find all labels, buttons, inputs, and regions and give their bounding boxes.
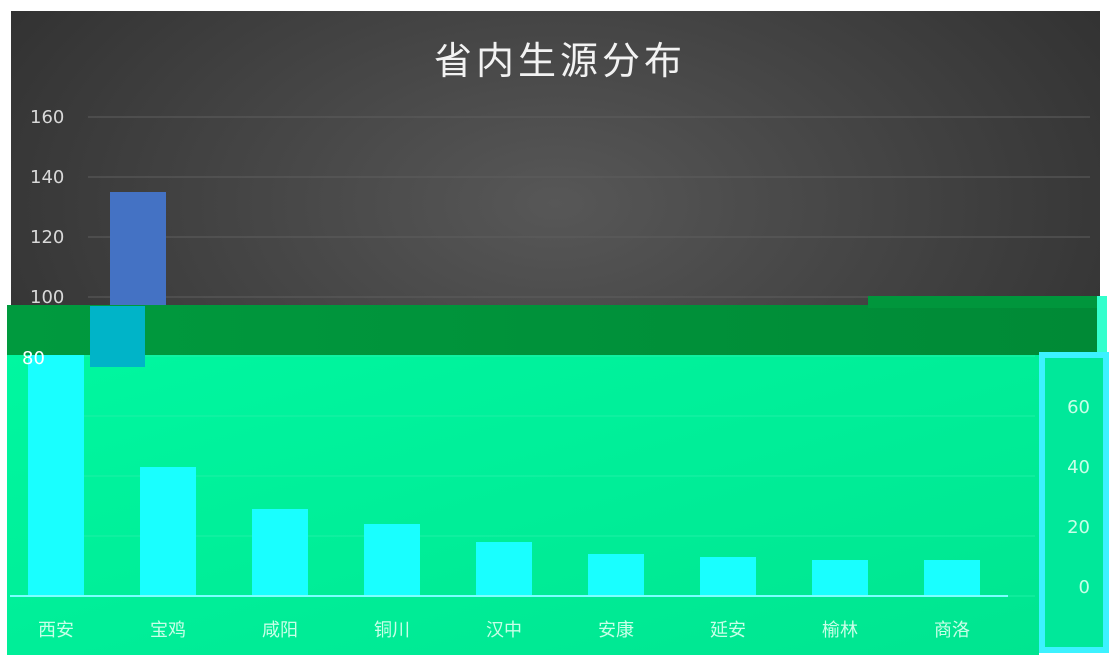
bar-lower [364, 524, 420, 596]
bar-lower [252, 509, 308, 596]
bar-lower [924, 560, 980, 596]
bar-lower [28, 355, 84, 596]
x-category-label: 铜川 [374, 620, 410, 641]
x-category-label: 汉中 [486, 620, 522, 641]
right-axis-panel [1039, 352, 1109, 653]
bar-lower [700, 557, 756, 596]
y-tick-label: 80 [22, 348, 45, 369]
x-category-label: 商洛 [934, 620, 970, 641]
y-tick-label: 100 [30, 287, 64, 308]
bar-band [90, 306, 145, 367]
x-category-label: 宝鸡 [150, 620, 186, 641]
x-category-label: 西安 [38, 620, 74, 641]
y-tick-label: 0 [1079, 577, 1090, 598]
bar-upper [110, 192, 166, 305]
right-edge-strip [1097, 296, 1107, 356]
bar-lower [588, 554, 644, 596]
x-category-label: 榆林 [822, 620, 858, 641]
y-tick-label: 40 [1067, 457, 1090, 478]
x-category-label: 咸阳 [262, 620, 298, 641]
chart-title: 省内生源分布 [434, 39, 686, 83]
x-category-label: 安康 [598, 620, 634, 641]
y-tick-label: 140 [30, 167, 64, 188]
bar-lower [812, 560, 868, 596]
y-tick-label: 120 [30, 227, 64, 248]
y-tick-label: 20 [1067, 517, 1090, 538]
green-overlay-band-right [868, 296, 1100, 308]
y-tick-label: 160 [30, 107, 64, 128]
x-category-label: 延安 [710, 620, 746, 641]
bar-lower [476, 542, 532, 596]
bar-lower [140, 467, 196, 596]
y-tick-label: 60 [1067, 397, 1090, 418]
